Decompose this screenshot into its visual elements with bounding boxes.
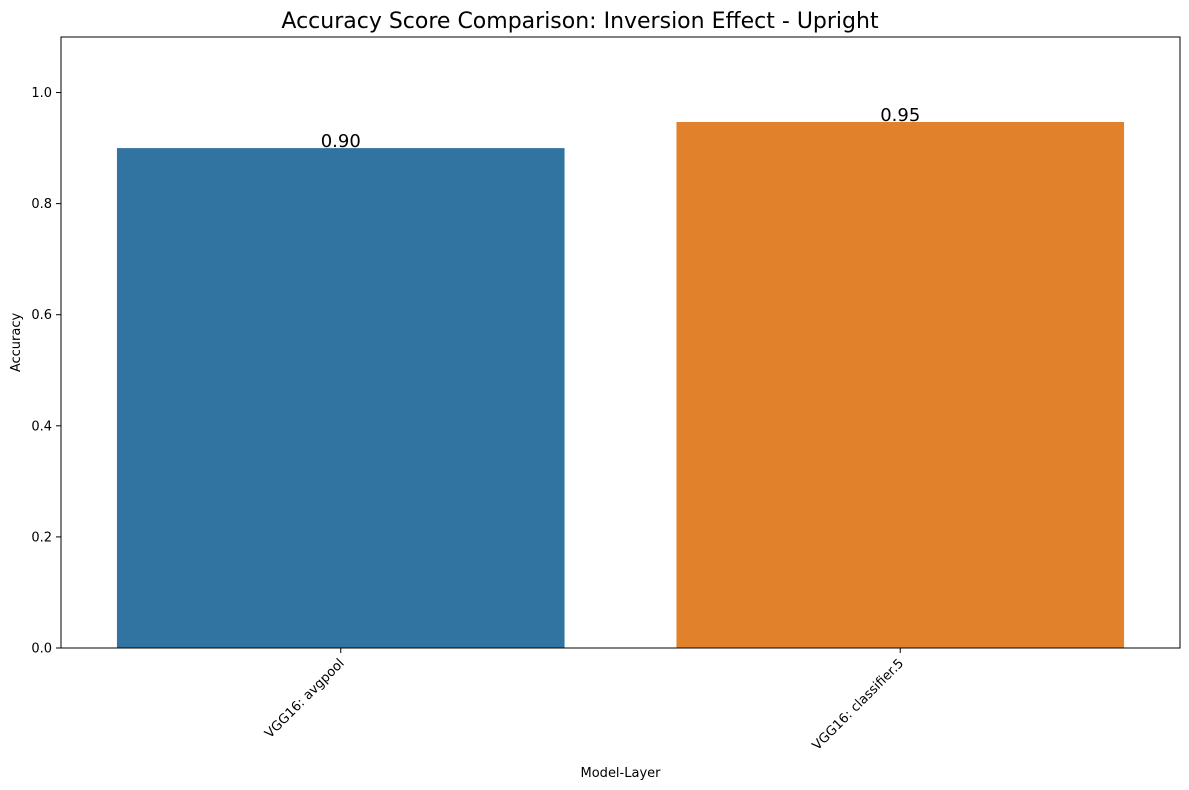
y-tick-label: 0.6	[31, 308, 52, 323]
bar-value-label: 0.95	[880, 105, 920, 126]
y-tick-label: 0.0	[31, 642, 52, 657]
y-tick-label: 0.4	[31, 419, 52, 434]
bar-0	[116, 148, 565, 648]
x-axis-ticks: VGG16: avgpool VGG16: classifier.5	[262, 648, 907, 754]
y-axis-ticks: 0.0 0.2 0.4 0.6 0.8 1.0	[31, 86, 61, 657]
y-axis-label: Accuracy	[9, 313, 24, 373]
plot-frame	[60, 36, 1181, 649]
y-tick-label: 0.8	[31, 197, 52, 212]
chart-title: Accuracy Score Comparison: Inversion Eff…	[281, 9, 879, 34]
bars-group	[116, 121, 1125, 648]
x-axis-label: Model-Layer	[581, 766, 662, 781]
bar-value-label: 0.90	[321, 131, 361, 152]
y-tick-label: 1.0	[31, 86, 52, 101]
bar-1	[676, 121, 1125, 648]
x-tick-label: VGG16: classifier.5	[810, 656, 907, 753]
bar-value-labels: 0.90 0.95	[321, 105, 921, 152]
y-tick-label: 0.2	[31, 530, 52, 545]
x-tick-label: VGG16: avgpool	[262, 656, 347, 741]
